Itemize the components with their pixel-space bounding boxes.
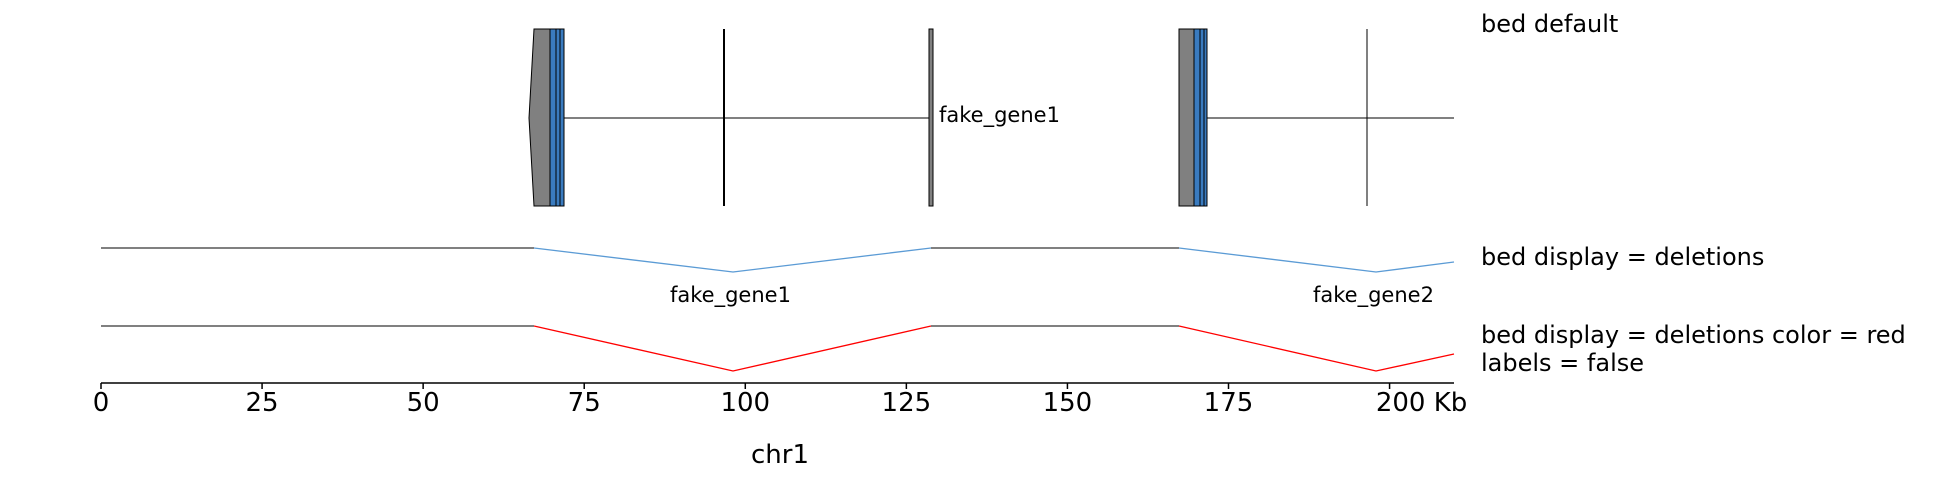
x-axis (100, 382, 1454, 389)
gene1-utr (528, 28, 551, 207)
fake-gene2-feature (1178, 28, 1454, 207)
x-axis-tick-label: 150 (1042, 388, 1093, 418)
x-axis-tick-label: 0 (92, 388, 110, 418)
track-label-bed-default: bed default (1481, 10, 1619, 38)
gene1-exon-c (559, 28, 565, 207)
gene1-exon-a (549, 28, 557, 207)
deletion-arc-gene2 (1178, 247, 1455, 273)
chromosome-label: chr1 (750, 440, 810, 470)
gene1-end-exon (928, 28, 934, 207)
track-label-bed-deletions: bed display = deletions (1481, 243, 1765, 271)
gene-label-fake-gene1-track1: fake_gene1 (939, 103, 1060, 127)
bed-deletions-red-track (101, 325, 1455, 372)
red-arc-gene1 (533, 325, 932, 372)
deletion-arc-gene1 (533, 247, 932, 273)
gene-label-fake-gene2-track2: fake_gene2 (1313, 283, 1434, 307)
x-axis-tick-label: 125 (881, 388, 932, 418)
x-axis-tick-label: 200 Kb (1375, 388, 1468, 418)
x-axis-tick-label: 175 (1203, 388, 1254, 418)
x-axis-tick-label: 75 (567, 388, 601, 418)
gene2-exon-a (1193, 28, 1201, 207)
x-axis-tick-label: 50 (406, 388, 440, 418)
x-axis-tick-label: 25 (245, 388, 279, 418)
bed-deletions-track (101, 247, 1455, 273)
gene-label-fake-gene1-track2: fake_gene1 (670, 283, 791, 307)
red-arc-gene2 (1178, 325, 1455, 372)
gene1-exon-b (555, 28, 561, 207)
x-axis-tick-label: 100 (720, 388, 771, 418)
gene2-utr (1178, 28, 1195, 207)
fake-gene1-feature (528, 28, 934, 207)
gene2-exon-b (1199, 28, 1205, 207)
gene2-exon-c (1203, 28, 1208, 207)
track-label-bed-deletions-red: bed display = deletions color = red labe… (1481, 321, 1906, 377)
bed-default-track (528, 28, 1454, 207)
